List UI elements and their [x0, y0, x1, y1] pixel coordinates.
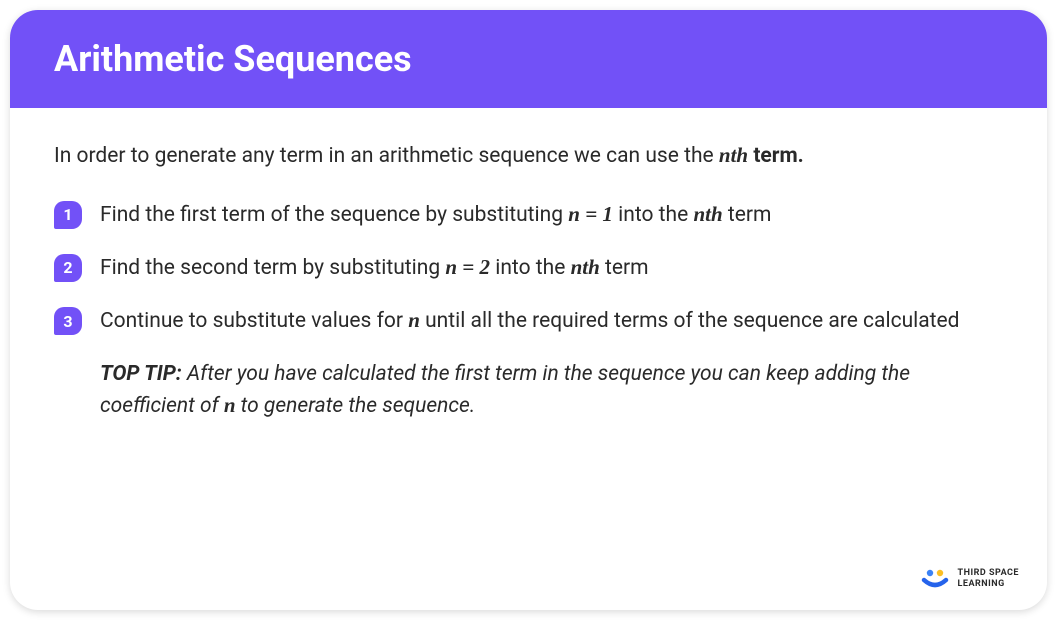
- step2-m1: n = 2: [445, 255, 490, 279]
- step1-t3: term: [723, 203, 772, 227]
- step-badge-2: 2: [54, 254, 82, 282]
- step1-t2: into the: [613, 203, 694, 227]
- step3-m1: n: [408, 308, 420, 332]
- step2-m2: nth: [571, 255, 600, 279]
- step2-t2: into the: [490, 256, 571, 280]
- step-text-1: Find the first term of the sequence by s…: [100, 199, 771, 230]
- intro-text: In order to generate any term in an arit…: [54, 140, 1003, 173]
- tip-t2: to generate the sequence.: [236, 394, 476, 418]
- card-content: In order to generate any term in an arit…: [10, 108, 1047, 610]
- step2-t3: term: [600, 256, 649, 280]
- step1-m1: n = 1: [568, 202, 613, 226]
- step-text-3: Continue to substitute values for n unti…: [100, 305, 960, 336]
- tip-text: TOP TIP: After you have calculated the f…: [100, 359, 1003, 423]
- brand-text: THIRD SPACE LEARNING: [958, 568, 1019, 590]
- card-title: Arithmetic Sequences: [54, 38, 1003, 80]
- brand-logo-icon: [920, 568, 950, 590]
- brand-line1: THIRD SPACE: [958, 568, 1019, 579]
- step-row-3: 3 Continue to substitute values for n un…: [54, 305, 1003, 336]
- step3-t2: until all the required terms of the sequ…: [420, 309, 960, 333]
- info-card: Arithmetic Sequences In order to generat…: [10, 10, 1047, 610]
- step-text-2: Find the second term by substituting n =…: [100, 252, 649, 283]
- intro-math: nth: [719, 143, 748, 167]
- tip-label: TOP TIP:: [100, 362, 182, 386]
- step-row-1: 1 Find the first term of the sequence by…: [54, 199, 1003, 230]
- step-badge-3: 3: [54, 307, 82, 335]
- tip-row: TOP TIP: After you have calculated the f…: [100, 359, 1003, 423]
- intro-prefix: In order to generate any term in an arit…: [54, 144, 719, 168]
- intro-suffix: term.: [748, 144, 804, 168]
- card-header: Arithmetic Sequences: [10, 10, 1047, 108]
- brand-badge: THIRD SPACE LEARNING: [920, 568, 1019, 590]
- step3-t1: Continue to substitute values for: [100, 309, 408, 333]
- step-badge-1: 1: [54, 201, 82, 229]
- step2-t1: Find the second term by substituting: [100, 256, 445, 280]
- step1-m2: nth: [693, 202, 722, 226]
- tip-m1: n: [224, 393, 236, 417]
- step1-t1: Find the first term of the sequence by s…: [100, 203, 568, 227]
- step-row-2: 2 Find the second term by substituting n…: [54, 252, 1003, 283]
- tip-t1: After you have calculated the first term…: [100, 362, 910, 419]
- brand-line2: LEARNING: [958, 579, 1019, 590]
